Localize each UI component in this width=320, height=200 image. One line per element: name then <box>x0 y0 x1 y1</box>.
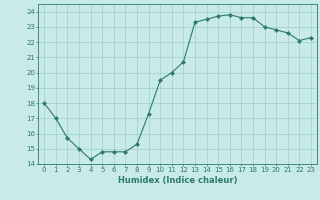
X-axis label: Humidex (Indice chaleur): Humidex (Indice chaleur) <box>118 176 237 185</box>
